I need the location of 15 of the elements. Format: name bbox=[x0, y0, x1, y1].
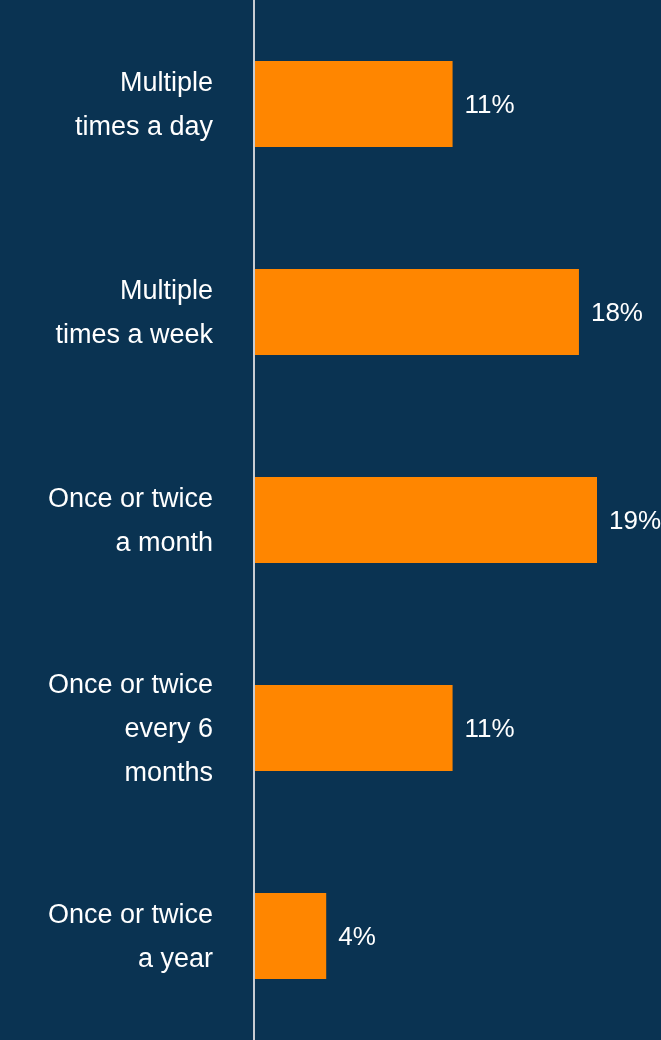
bar bbox=[254, 477, 597, 563]
data-label: 11% bbox=[464, 89, 515, 120]
y-tick-label: Once or twice every 6 months bbox=[47, 669, 213, 787]
bar bbox=[254, 685, 453, 771]
data-label: 19% bbox=[609, 505, 661, 536]
data-label: 4% bbox=[338, 921, 376, 952]
bar bbox=[254, 269, 579, 355]
y-tick-label: Multiple times a day bbox=[74, 67, 214, 141]
y-tick-label: Once or twice a month bbox=[47, 483, 213, 557]
bar bbox=[254, 61, 453, 147]
data-label: 11% bbox=[464, 713, 515, 744]
y-tick-label: Once or twice a year bbox=[47, 899, 213, 973]
bar bbox=[254, 893, 327, 979]
y-tick-label: Multiple times a week bbox=[55, 275, 214, 349]
data-label: 18% bbox=[590, 297, 643, 328]
